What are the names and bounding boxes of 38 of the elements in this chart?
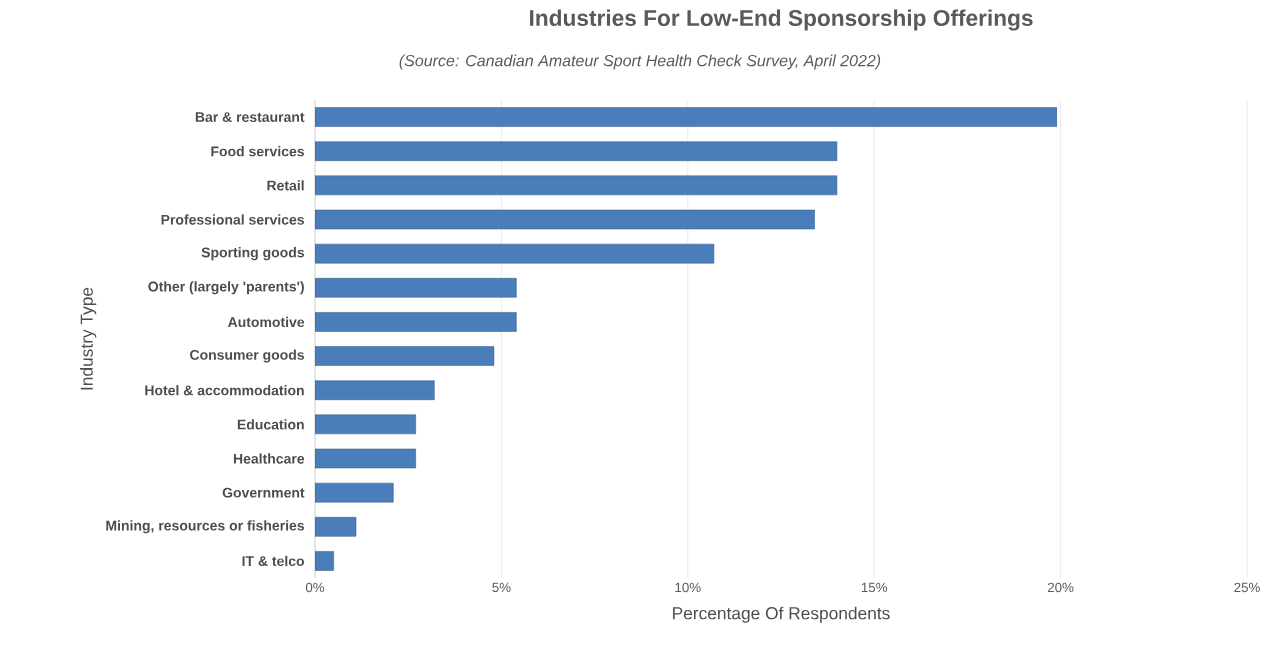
bar [315,243,715,264]
bar [315,107,1058,127]
bar [315,209,815,230]
y-tick-label: Sporting goods [201,247,305,261]
bar [315,380,435,400]
y-tick-label: Retail [267,180,304,191]
chart-subtitle: (Source: Canadian Amateur Sport Health Check Survey, April 2022) [399,54,881,70]
y-tick-label: Mining, resources or fisheries [106,520,305,534]
y-tick-label: Food services [211,146,305,157]
y-tick-label: Hotel & accommodation [145,385,304,396]
bar [315,551,334,571]
x-tick-label: 20% [1047,582,1074,593]
bar [315,414,416,435]
bar [315,141,838,161]
y-tick-label: Bar & restaurant [195,112,305,122]
y-tick-label: IT & telco [242,555,305,567]
x-tick-label: 0% [305,582,325,593]
y-tick-label: Other (largely 'parents') [148,281,304,295]
chart-title: Industries For Low-End Sponsorship Offerings [530,9,1033,31]
y-tick-label: Education [237,419,304,430]
bar [315,346,495,366]
y-axis-title: Industry Type [80,287,97,390]
x-tick-label: 25% [1234,582,1260,593]
y-tick-label: Healthcare [233,453,305,464]
y-tick-label: Consumer goods [190,349,305,363]
x-tick-label: 15% [861,582,888,593]
y-tick-label: Automotive [227,316,305,328]
bar [315,312,517,332]
bar [315,448,416,469]
bar [315,517,357,537]
y-tick-label: Professional services [161,214,305,225]
bar [315,278,517,298]
y-tick-label: Government [222,487,305,498]
x-tick-label: 10% [675,582,701,593]
bar [315,482,394,503]
x-axis-title: Percentage Of Respondents [673,606,890,623]
bar [315,175,838,196]
x-tick-label: 5% [492,582,511,593]
